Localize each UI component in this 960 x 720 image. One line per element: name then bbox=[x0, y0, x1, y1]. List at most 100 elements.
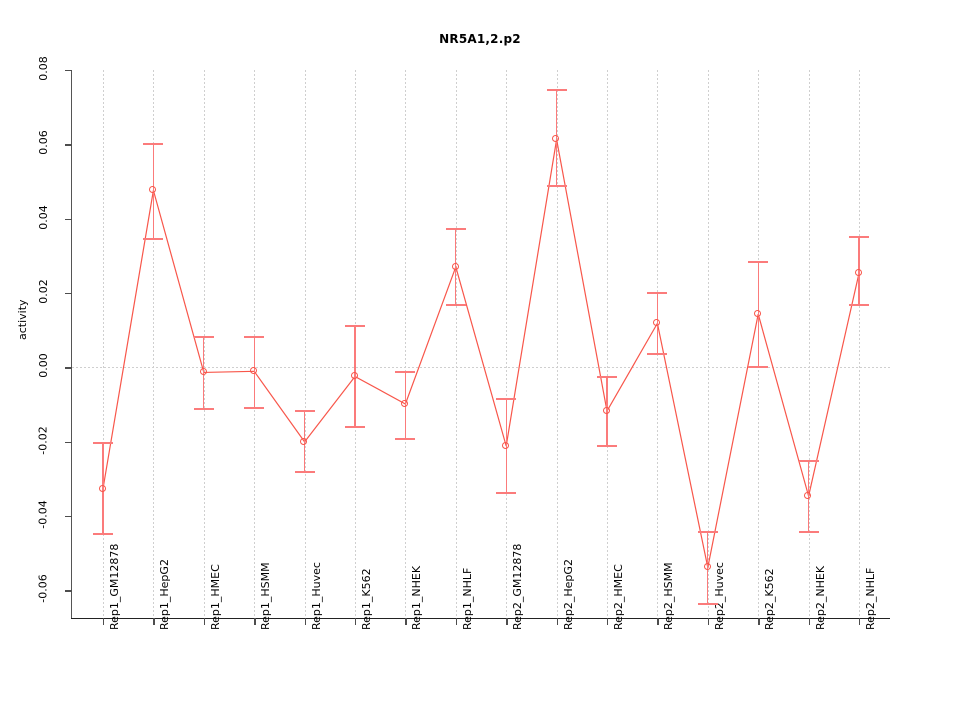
y-axis-tick bbox=[65, 590, 72, 592]
data-point-marker bbox=[98, 484, 106, 492]
vertical-gridline bbox=[103, 70, 104, 618]
data-point-marker bbox=[653, 319, 661, 327]
vertical-gridline bbox=[153, 70, 155, 618]
error-bar-cap bbox=[345, 325, 365, 328]
data-point-marker bbox=[854, 269, 862, 277]
data-point-marker bbox=[552, 135, 560, 143]
x-axis-tick bbox=[506, 618, 508, 625]
x-axis-tick bbox=[355, 618, 357, 625]
error-bar-cap bbox=[294, 410, 315, 413]
series-line bbox=[102, 139, 860, 568]
data-point-marker bbox=[250, 367, 257, 375]
plot-area: 0.08 0.06 0.04 0.02 0.00 -0.02 -0.04 -0.06 Rep1… bbox=[37, 56, 890, 630]
error-bar-cap bbox=[244, 407, 265, 410]
zero-gridline bbox=[72, 367, 890, 369]
y-axis-tick bbox=[65, 367, 72, 369]
vertical-gridline bbox=[707, 70, 709, 618]
x-axis-tick bbox=[304, 618, 306, 625]
y-axis-title: activity bbox=[16, 299, 29, 340]
data-point-marker bbox=[804, 491, 812, 499]
error-bar-cap bbox=[93, 532, 113, 535]
data-point-marker bbox=[401, 399, 409, 407]
x-axis-tick bbox=[103, 618, 105, 625]
data-point-marker bbox=[300, 437, 308, 445]
error-bar-cap bbox=[546, 89, 567, 92]
error-bar-cap bbox=[697, 530, 718, 533]
error-bar-cap bbox=[244, 335, 265, 338]
x-axis-line bbox=[71, 618, 890, 620]
y-axis-tick-label: -0.06 bbox=[36, 574, 50, 603]
y-axis-tick-label: -0.04 bbox=[36, 500, 50, 529]
y-axis-tick-label: 0.02 bbox=[36, 279, 50, 304]
y-axis-tick bbox=[65, 70, 72, 72]
x-axis-tick bbox=[405, 618, 407, 625]
error-bar-cap bbox=[597, 444, 617, 447]
error-bar-cap bbox=[445, 228, 466, 231]
error-bar-cap bbox=[849, 303, 869, 306]
x-axis-tick bbox=[254, 618, 256, 625]
x-axis-tick bbox=[153, 618, 155, 625]
error-bar-cap bbox=[193, 335, 214, 338]
error-bar-cap bbox=[748, 261, 769, 264]
y-axis-tick bbox=[65, 441, 72, 443]
x-axis-tick bbox=[808, 618, 810, 625]
y-axis-tick-label: 0.06 bbox=[36, 130, 50, 156]
y-axis-tick bbox=[65, 218, 72, 220]
x-axis-tick bbox=[455, 618, 458, 625]
chart-title: NR5A1,2.p2 bbox=[439, 32, 521, 46]
error-bar-cap bbox=[445, 303, 466, 306]
vertical-gridline bbox=[304, 70, 306, 618]
x-axis-tick bbox=[556, 618, 558, 625]
error-bar-cap bbox=[798, 530, 819, 533]
data-point-marker bbox=[703, 563, 711, 571]
y-axis-tick-label: 0.08 bbox=[36, 56, 50, 81]
data-point-marker bbox=[602, 406, 610, 414]
error-bar-cap bbox=[395, 437, 416, 440]
error-bar-cap bbox=[143, 237, 164, 240]
series-polyline bbox=[102, 139, 860, 568]
error-bar-cap bbox=[294, 471, 315, 474]
y-axis-tick bbox=[65, 515, 72, 518]
error-bar-cap bbox=[647, 291, 668, 294]
data-point-marker bbox=[149, 186, 157, 194]
error-bar-cap bbox=[345, 425, 365, 428]
x-axis-tick bbox=[707, 618, 710, 625]
vertical-gridline bbox=[808, 70, 810, 618]
y-axis-tick bbox=[65, 292, 72, 295]
error-bar-cap bbox=[748, 366, 769, 369]
error-bar-cap bbox=[93, 442, 113, 444]
error-bar-cap bbox=[798, 460, 819, 463]
x-axis-tick bbox=[657, 618, 659, 625]
data-point-marker bbox=[451, 262, 459, 270]
error-bar-cap bbox=[647, 352, 668, 355]
error-bar-cap bbox=[597, 375, 617, 378]
x-axis-tick bbox=[607, 618, 609, 625]
error-bar-cap bbox=[546, 185, 567, 188]
data-point-marker bbox=[754, 309, 761, 317]
error-bar-cap bbox=[395, 370, 416, 373]
x-axis-tick bbox=[859, 618, 861, 625]
x-axis-tick bbox=[758, 618, 760, 625]
error-bar-cap bbox=[496, 397, 517, 400]
error-bar-cap bbox=[697, 603, 718, 606]
error-bar-cap bbox=[496, 491, 517, 494]
data-point-marker bbox=[350, 372, 358, 380]
vertical-gridline bbox=[506, 70, 508, 618]
error-bar-cap bbox=[193, 408, 214, 411]
y-axis-tick bbox=[65, 144, 72, 146]
y-axis-tick-label: -0.02 bbox=[36, 425, 50, 455]
vertical-gridline bbox=[607, 70, 608, 618]
vertical-gridline bbox=[556, 70, 558, 618]
error-bar-cap bbox=[143, 142, 164, 145]
data-point-marker bbox=[199, 368, 207, 376]
x-axis-tick bbox=[203, 618, 206, 625]
y-axis-tick-label: 0.00 bbox=[36, 353, 50, 378]
error-bar-cap bbox=[849, 236, 869, 239]
data-point-marker bbox=[502, 441, 509, 449]
vertical-gridline bbox=[455, 70, 457, 618]
vertical-gridline bbox=[405, 70, 407, 618]
vertical-gridline bbox=[859, 70, 860, 618]
y-axis-tick-label: 0.04 bbox=[36, 204, 50, 230]
y-axis-line bbox=[71, 70, 73, 619]
